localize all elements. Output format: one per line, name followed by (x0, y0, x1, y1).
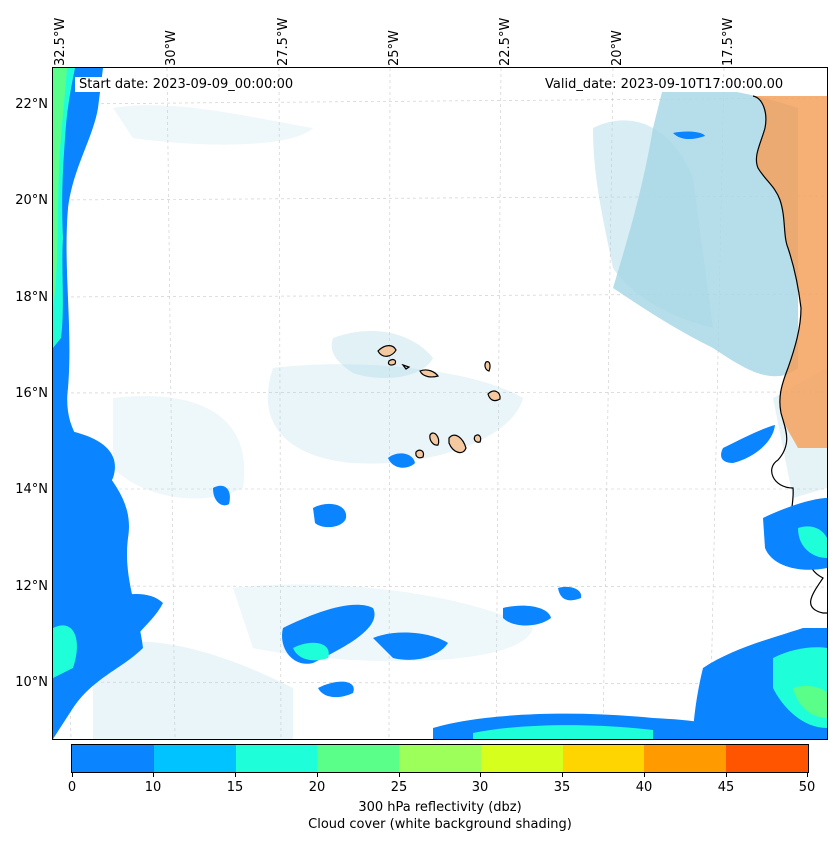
colorbar-tick-label: 35 (553, 780, 571, 795)
longitude-label: 30°W (164, 30, 179, 66)
colorbar-tick (644, 772, 645, 777)
longitude-label: 17.5°W (721, 17, 736, 66)
colorbar-tick (399, 772, 400, 777)
longitude-label: 25°W (387, 30, 402, 66)
colorbar-tick (317, 772, 318, 777)
colorbar-tick-label: 15 (226, 780, 244, 795)
latitude-label: 18°N (15, 290, 48, 305)
colorbar-segment (644, 745, 727, 772)
longitude-label: 22.5°W (498, 17, 513, 66)
colorbar-tick-label: 0 (67, 780, 77, 795)
colorbar-tick-label: 20 (308, 780, 326, 795)
colorbar (71, 744, 809, 773)
latitude-label: 14°N (15, 482, 48, 497)
longitude-label: 27.5°W (276, 17, 291, 66)
colorbar-segment (726, 745, 809, 772)
map-panel (52, 67, 828, 740)
colorbar-tick (480, 772, 481, 777)
colorbar-tick-label: 30 (471, 780, 489, 795)
colorbar-segment (399, 745, 481, 772)
colorbar-segment (317, 745, 400, 772)
colorbar-segment (153, 745, 236, 772)
colorbar-segment (480, 745, 563, 772)
africa-land (753, 96, 827, 448)
latitude-label: 20°N (15, 193, 48, 208)
colorbar-tick (72, 772, 73, 777)
colorbar-segment (562, 745, 645, 772)
latitude-label: 22°N (15, 97, 48, 112)
latitude-label: 12°N (15, 579, 48, 594)
colorbar-tick (726, 772, 727, 777)
longitude-label: 20°W (610, 30, 625, 66)
colorbar-tick-label: 10 (144, 780, 162, 795)
colorbar-tick (562, 772, 563, 777)
latitude-label: 16°N (15, 386, 48, 401)
colorbar-title: 300 hPa reflectivity (dbz) (358, 800, 522, 815)
colorbar-tick-label: 40 (635, 780, 653, 795)
colorbar-tick (235, 772, 236, 777)
map-canvas (53, 68, 827, 739)
valid-date-annotation: Valid_date: 2023-09-10T17:00:00.00 (541, 77, 788, 92)
colorbar-tick (153, 772, 154, 777)
colorbar-tick-label: 50 (798, 780, 816, 795)
reflectivity-areas (53, 68, 827, 739)
colorbar-tick (807, 772, 808, 777)
start-date-annotation: Start date: 2023-09-09_00:00:00 (75, 77, 298, 92)
colorbar-segment (235, 745, 318, 772)
colorbar-subtitle: Cloud cover (white background shading) (308, 817, 572, 832)
colorbar-segment (72, 745, 154, 772)
colorbar-tick-label: 25 (390, 780, 408, 795)
longitude-label: 32.5°W (53, 17, 68, 66)
colorbar-tick-label: 45 (717, 780, 735, 795)
latitude-label: 10°N (15, 675, 48, 690)
